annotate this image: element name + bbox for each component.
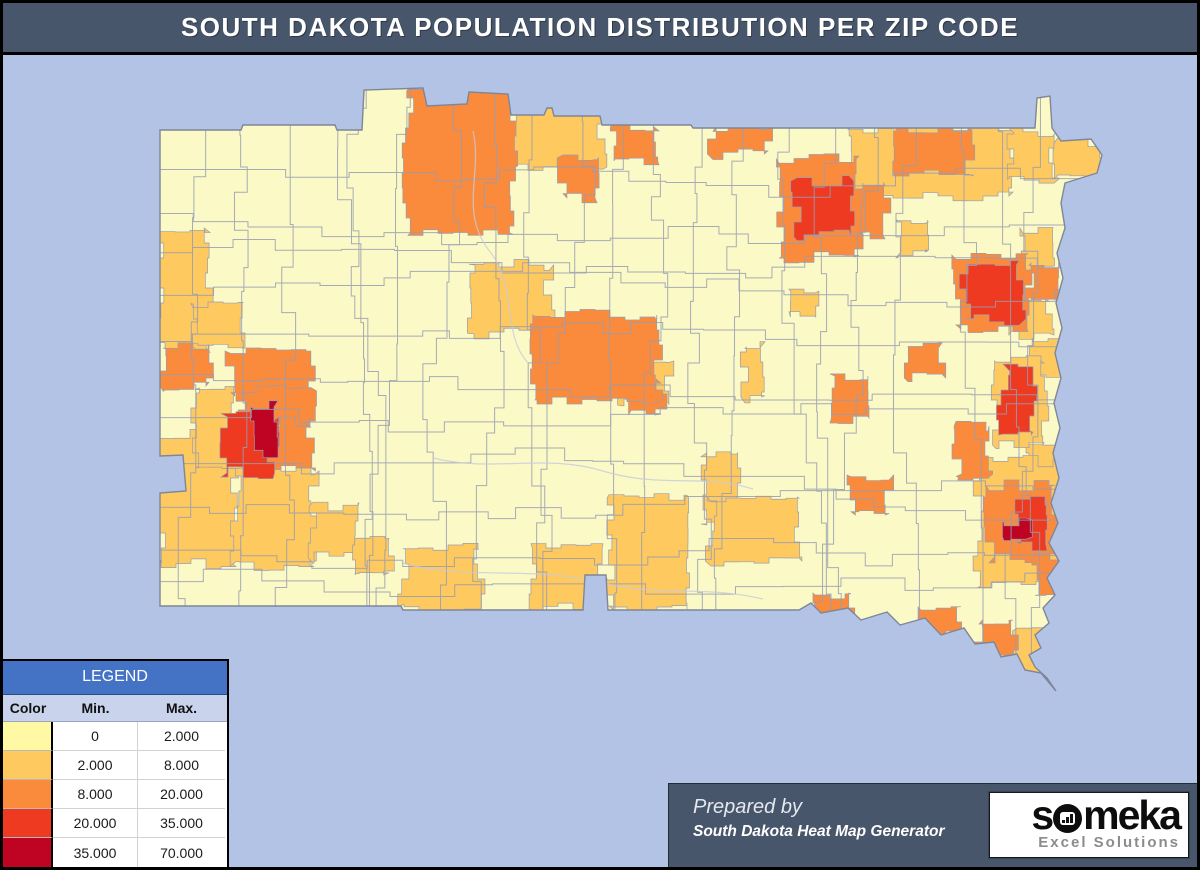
zip-region bbox=[397, 543, 486, 615]
legend-min-value: 8.000 bbox=[53, 780, 138, 809]
legend-color-swatch bbox=[3, 780, 53, 809]
zip-region bbox=[860, 181, 892, 240]
zip-region bbox=[810, 592, 856, 636]
title-bar: SOUTH DAKOTA POPULATION DISTRIBUTION PER… bbox=[3, 3, 1197, 55]
zip-region bbox=[829, 373, 870, 424]
legend-col-color: Color bbox=[9, 700, 47, 716]
legend-col-min: Min. bbox=[81, 700, 110, 716]
zip-region bbox=[917, 606, 962, 638]
legend-row: 2.000 8.000 bbox=[3, 751, 227, 780]
legend-max-value: 20.000 bbox=[138, 780, 225, 809]
logo-subtext: Excel Solutions bbox=[1038, 834, 1180, 851]
zip-region bbox=[788, 288, 820, 318]
legend-max-value: 8.000 bbox=[138, 751, 225, 780]
legend-color-swatch bbox=[3, 809, 53, 838]
legend-max-value: 2.000 bbox=[138, 722, 225, 751]
page-title: SOUTH DAKOTA POPULATION DISTRIBUTION PER… bbox=[180, 12, 1020, 42]
zip-region bbox=[609, 121, 661, 166]
zip-region bbox=[846, 474, 894, 516]
zip-region bbox=[606, 493, 690, 617]
zip-region bbox=[1019, 226, 1055, 272]
legend-min-value: 0 bbox=[53, 722, 138, 751]
someka-wordmark: s meka bbox=[1031, 792, 1182, 838]
bar-chart-icon bbox=[1053, 803, 1083, 833]
zip-region bbox=[190, 301, 246, 350]
zip-region bbox=[401, 88, 519, 236]
legend-row: 0 2.000 bbox=[3, 722, 227, 751]
logo-text-right: meka bbox=[1083, 792, 1182, 838]
legend-max-value: 35.000 bbox=[138, 809, 225, 838]
someka-logo: s meka Excel Solutions bbox=[989, 792, 1189, 858]
legend-row: 35.000 70.000 bbox=[3, 838, 227, 867]
zip-region bbox=[903, 342, 947, 382]
legend-min-value: 35.000 bbox=[53, 838, 138, 867]
zip-region bbox=[895, 219, 930, 259]
legend-color-swatch bbox=[3, 838, 53, 867]
legend-column-headers: Color Min. Max. bbox=[3, 695, 227, 722]
logo-text-left: s bbox=[1031, 792, 1054, 838]
zip-region bbox=[739, 341, 766, 404]
legend-min-value: 20.000 bbox=[53, 809, 138, 838]
zip-region bbox=[160, 342, 214, 392]
zip-region bbox=[790, 175, 855, 241]
legend-color-swatch bbox=[3, 751, 53, 780]
generator-name: South Dakota Heat Map Generator bbox=[693, 823, 945, 840]
zip-region bbox=[951, 421, 993, 481]
zip-region bbox=[352, 535, 395, 576]
prepared-by-box: Prepared by South Dakota Heat Map Genera… bbox=[668, 783, 1197, 867]
legend-color-swatch bbox=[3, 722, 53, 751]
legend-row: 8.000 20.000 bbox=[3, 780, 227, 809]
prepared-by-label: Prepared by bbox=[693, 796, 802, 818]
zip-region bbox=[250, 400, 279, 459]
south-dakota-map bbox=[159, 87, 1103, 692]
legend-box: LEGEND Color Min. Max. 0 2.000 2.000 8.000 8… bbox=[3, 659, 229, 867]
zip-region bbox=[705, 495, 803, 567]
legend-min-value: 2.000 bbox=[53, 751, 138, 780]
legend-row: 20.000 35.000 bbox=[3, 809, 227, 838]
legend-header: LEGEND bbox=[3, 661, 227, 695]
legend-rows: 0 2.000 2.000 8.000 8.000 20.000 20.000 35.000 3… bbox=[3, 722, 227, 867]
zip-region bbox=[1002, 517, 1033, 541]
legend-col-max: Max. bbox=[165, 700, 198, 716]
legend-max-value: 70.000 bbox=[160, 844, 203, 861]
zip-region bbox=[958, 260, 1027, 326]
